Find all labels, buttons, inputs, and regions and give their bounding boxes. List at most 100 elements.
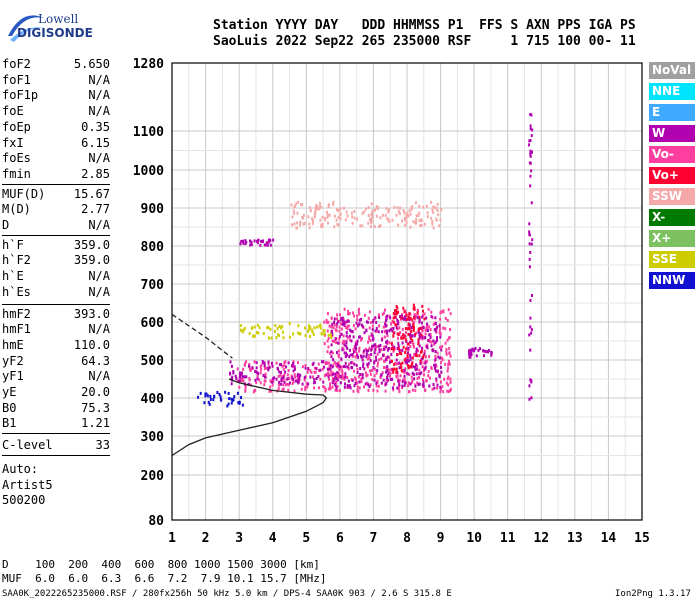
echo-point — [419, 361, 422, 365]
echo-point — [389, 371, 392, 375]
echo-point — [267, 368, 270, 372]
echo-point — [240, 396, 243, 400]
echo-point — [343, 307, 346, 311]
echo-point — [439, 380, 442, 384]
param-d: hmE 110.0 — [2, 338, 110, 353]
echo-point — [413, 307, 416, 311]
echo-point — [409, 353, 412, 357]
echo-point — [529, 184, 532, 188]
echo-point — [401, 384, 404, 388]
echo-point — [376, 389, 379, 393]
echo-point — [386, 342, 389, 346]
echo-point — [436, 386, 439, 390]
echo-point — [341, 346, 344, 350]
echo-point — [271, 383, 274, 387]
echo-point — [377, 361, 380, 365]
echo-point — [267, 362, 270, 366]
echo-point — [403, 217, 406, 221]
echo-point — [395, 310, 398, 314]
echo-point — [360, 380, 363, 384]
echo-point — [256, 377, 259, 381]
echo-point — [339, 217, 342, 221]
echo-point — [352, 369, 355, 373]
echo-point — [368, 384, 371, 388]
echo-point — [386, 376, 389, 380]
echo-point — [415, 354, 418, 358]
echo-point — [373, 208, 376, 212]
echo-point — [284, 370, 287, 374]
echo-point — [367, 388, 370, 392]
echo-point — [344, 326, 347, 330]
logo-swoosh-icon — [8, 15, 46, 42]
echo-point — [406, 353, 409, 357]
echo-point — [253, 360, 256, 364]
echo-point — [402, 345, 405, 349]
echo-point — [322, 384, 325, 388]
echo-point — [393, 382, 396, 386]
footer-info: SAA0K_2022265235000.RSF / 280fx256h 50 k… — [2, 589, 452, 599]
echo-point — [397, 387, 400, 391]
echo-point — [415, 347, 418, 351]
echo-point — [297, 324, 300, 328]
echo-point — [400, 369, 403, 373]
echo-point — [383, 345, 386, 349]
echo-point — [241, 403, 244, 407]
echo-point — [332, 200, 335, 204]
echo-point — [324, 361, 327, 365]
echo-point — [299, 223, 302, 227]
echo-point — [380, 381, 383, 385]
echo-point — [343, 382, 346, 386]
logo-text-lowell: Lowell — [38, 12, 79, 26]
echo-point — [393, 309, 396, 313]
echo-point — [346, 327, 349, 331]
echo-point — [531, 238, 534, 242]
echo-point — [383, 311, 386, 315]
echo-point — [347, 319, 350, 323]
profile-trace-dashed — [171, 313, 233, 359]
echo-point — [376, 380, 379, 384]
echo-point — [354, 377, 357, 381]
echo-point — [376, 207, 379, 211]
echo-point — [378, 348, 381, 352]
echo-point — [422, 313, 425, 317]
echo-point — [245, 240, 248, 244]
echo-point — [387, 346, 390, 350]
echo-point — [349, 353, 352, 357]
echo-point — [286, 377, 289, 381]
echo-point — [530, 328, 533, 332]
echo-point — [449, 354, 452, 358]
echo-point — [331, 372, 334, 376]
echo-point — [287, 361, 290, 365]
echo-point — [375, 326, 378, 330]
echo-point — [385, 340, 388, 344]
echo-point — [420, 326, 423, 330]
echo-point — [531, 128, 534, 132]
echo-point — [323, 342, 326, 346]
param-label: fxI — [2, 135, 24, 150]
auto-text: 500200 — [2, 493, 46, 508]
echo-point — [447, 383, 450, 387]
echo-point — [418, 320, 421, 324]
echo-point — [388, 355, 391, 359]
param-a: foF1p N/A — [2, 88, 110, 103]
echo-point — [380, 348, 383, 352]
echo-point — [380, 373, 383, 377]
echo-point — [409, 312, 412, 316]
echo-point — [337, 223, 340, 227]
param-a: fmin 2.85 — [2, 167, 110, 182]
echo-point — [320, 223, 323, 227]
echo-point — [297, 361, 300, 365]
echo-point — [293, 365, 296, 369]
header-line-1: Station YYYY DAY DDD HHMMSS P1 FFS S AXN… — [213, 18, 636, 33]
echo-point — [407, 316, 410, 320]
echo-point — [421, 365, 424, 369]
echo-point — [350, 361, 353, 365]
echo-point — [439, 361, 442, 365]
echo-point — [287, 369, 290, 373]
echo-point — [383, 359, 386, 363]
echo-point — [256, 241, 259, 245]
echo-point — [406, 372, 409, 376]
echo-point — [386, 339, 389, 343]
echo-point — [341, 348, 344, 352]
echo-point — [396, 353, 399, 357]
